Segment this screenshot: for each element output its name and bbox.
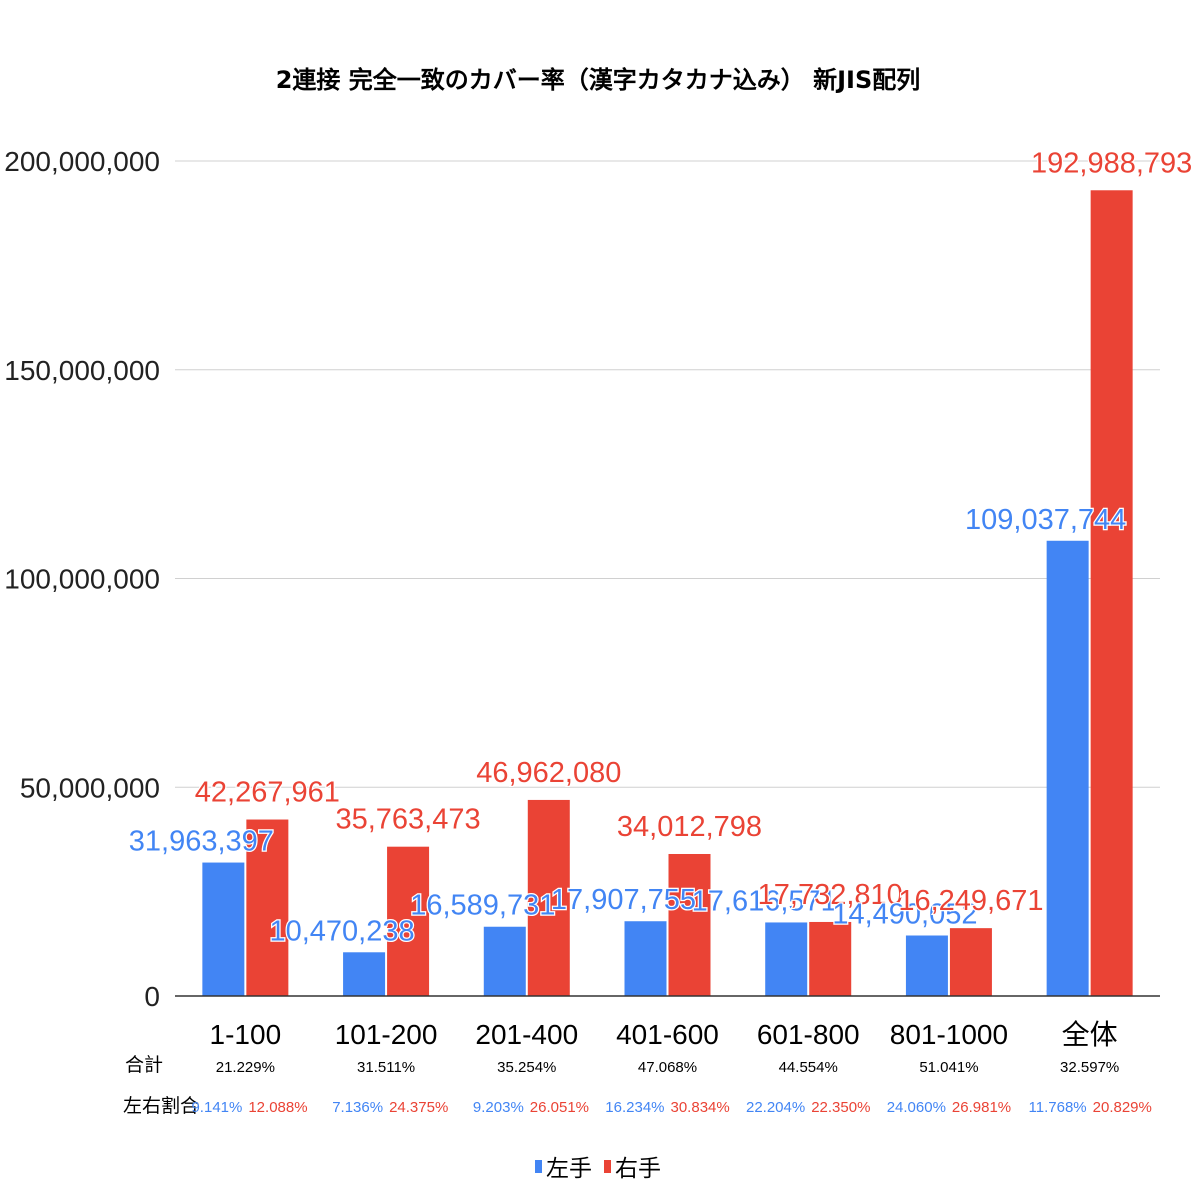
data-label-left: 10,470,238 [269, 915, 414, 947]
total-percent: 47.068% [638, 1059, 697, 1076]
y-tick-label: 0 [144, 981, 160, 1012]
bar-left-hand [624, 921, 667, 996]
x-tick-label: 101-200 [335, 1019, 438, 1050]
y-axis: 0 50,000,000 100,000,000 150,000,000 200,000… [4, 146, 160, 1012]
x-tick-label: 1-100 [210, 1019, 282, 1050]
total-percent: 44.554% [779, 1059, 838, 1076]
data-label-left: 14,490,052 [832, 899, 977, 931]
total-percent: 31.511% [357, 1059, 415, 1076]
data-label-left: 109,037,744 [965, 504, 1126, 536]
right-ratio-percent: 30.834% [671, 1099, 730, 1116]
y-tick-label: 200,000,000 [4, 146, 160, 177]
left-ratio-percent: 7.136% [332, 1099, 383, 1116]
summary-table: 合計 左右割合 21.229% 9.141% 12.088% 31.511% 7.136… [123, 1054, 1152, 1117]
data-label-left: 31,963,397 [129, 826, 274, 858]
data-label-right: 192,988,793 [1031, 147, 1192, 179]
right-ratio-percent: 26.051% [530, 1099, 589, 1116]
right-ratio-percent: 22.350% [811, 1099, 870, 1116]
x-tick-label: 401-600 [616, 1019, 719, 1050]
right-ratio-percent: 26.981% [952, 1099, 1011, 1116]
total-percent: 32.597% [1060, 1059, 1119, 1076]
total-row-header: 合計 [125, 1054, 163, 1076]
total-percent: 35.254% [497, 1059, 556, 1076]
y-tick-label: 50,000,000 [20, 772, 160, 803]
legend-label-right-hand: 右手 [615, 1156, 661, 1182]
right-ratio-percent: 12.088% [248, 1099, 307, 1116]
x-tick-label: 601-800 [757, 1019, 860, 1050]
x-tick-label: 全体 [1062, 1019, 1118, 1050]
right-ratio-percent: 20.829% [1093, 1099, 1152, 1116]
right-ratio-percent: 24.375% [389, 1099, 448, 1116]
data-label-right: 46,962,080 [476, 757, 621, 789]
legend-label-left-hand: 左手 [546, 1156, 592, 1182]
data-label-left: 17,907,755 [551, 884, 696, 916]
x-axis: 1-100 101-200 201-400 401-600 601-800 801-100… [175, 995, 1160, 1050]
bar-right-hand [387, 846, 430, 996]
x-tick-label: 201-400 [475, 1019, 578, 1050]
bar-left-hand [1046, 540, 1089, 996]
left-ratio-percent: 9.203% [473, 1099, 524, 1116]
data-label-right: 34,012,798 [617, 811, 762, 843]
x-tick-label: 801-1000 [890, 1019, 1008, 1050]
y-tick-label: 100,000,000 [4, 564, 160, 595]
data-label-right: 42,267,961 [195, 777, 340, 809]
chart-title: 2連接 完全一致のカバー率（漢字カタカナ込み） 新JIS配列 [276, 66, 921, 94]
bar-right-hand [668, 853, 711, 996]
left-ratio-percent: 24.060% [887, 1099, 946, 1116]
data-labels: 31,963,397 42,267,961 10,470,238 35,763,473… [128, 146, 1194, 949]
bar-left-hand [343, 952, 386, 996]
legend-swatch-right-hand [604, 1160, 611, 1173]
bar-right-hand [809, 921, 852, 996]
left-ratio-percent: 16.234% [605, 1099, 664, 1116]
left-ratio-percent: 11.768% [1029, 1099, 1087, 1116]
bar-right-hand [527, 799, 570, 996]
data-label-left: 17,616,571 [692, 885, 837, 917]
bar-right-hand [246, 819, 289, 996]
data-label-right: 16,249,671 [898, 885, 1043, 917]
legend-swatch-left-hand [535, 1160, 542, 1173]
left-ratio-percent: 9.141% [191, 1099, 242, 1116]
bars [202, 190, 1133, 996]
bar-left-hand [765, 922, 808, 996]
data-label-right: 35,763,473 [335, 804, 480, 836]
total-percent: 51.041% [919, 1059, 978, 1076]
total-percent: 21.229% [216, 1059, 275, 1076]
bar-right-hand [1090, 190, 1133, 996]
bar-left-hand [905, 935, 948, 996]
bar-left-hand [202, 862, 245, 996]
bar-left-hand [483, 926, 526, 996]
ratio-row-header: 左右割合 [123, 1095, 199, 1117]
data-label-left: 16,589,731 [410, 890, 555, 922]
data-label-right: 17,732,810 [758, 879, 903, 911]
y-tick-label: 150,000,000 [4, 355, 160, 386]
left-ratio-percent: 22.204% [746, 1099, 805, 1116]
bar-right-hand [949, 928, 992, 996]
gridlines [175, 160, 1160, 788]
legend: 左手 右手 [535, 1156, 661, 1182]
